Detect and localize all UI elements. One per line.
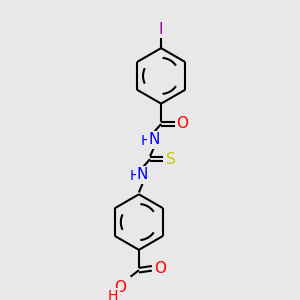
- Text: I: I: [159, 22, 164, 37]
- Text: O: O: [176, 116, 188, 131]
- Text: O: O: [114, 280, 126, 295]
- Text: S: S: [167, 152, 176, 167]
- Text: N: N: [137, 167, 148, 182]
- Text: N: N: [148, 132, 159, 147]
- Text: H: H: [141, 134, 152, 148]
- Text: H: H: [108, 289, 118, 300]
- Text: H: H: [130, 169, 140, 183]
- Text: O: O: [154, 261, 166, 276]
